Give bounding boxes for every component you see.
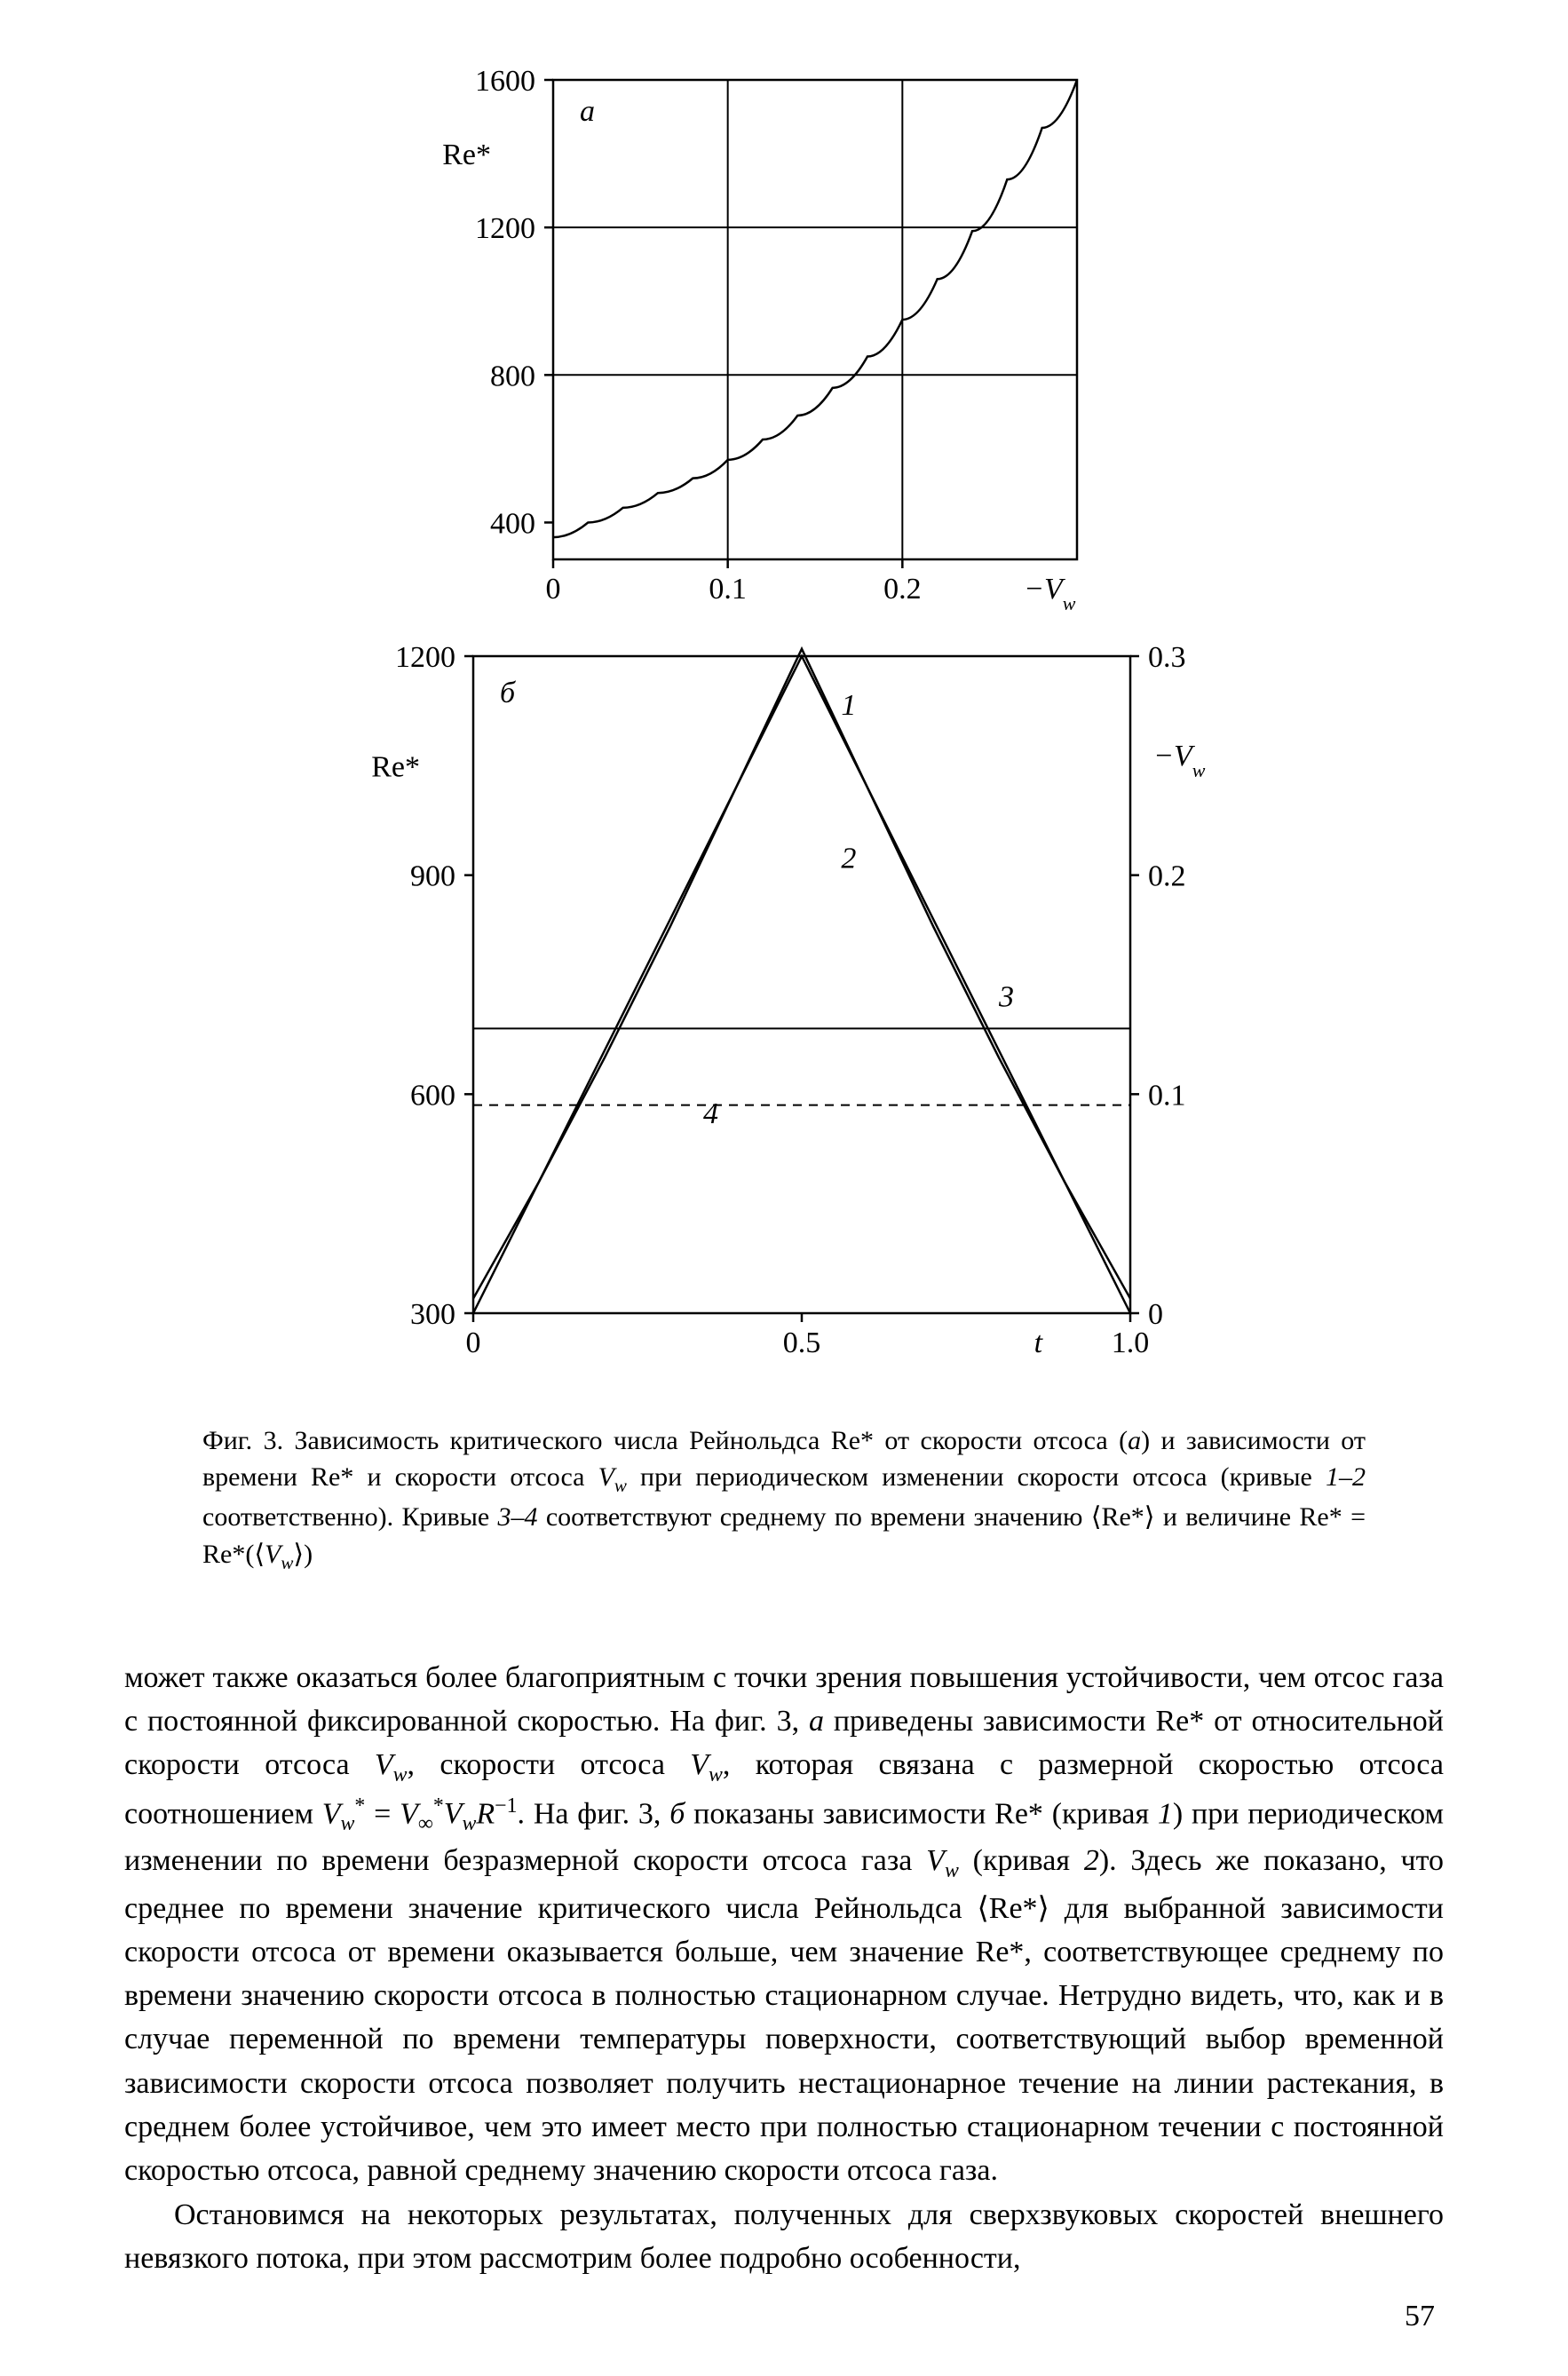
- svg-text:300: 300: [410, 1298, 455, 1331]
- svg-text:0: 0: [546, 573, 561, 606]
- svg-text:Re*: Re*: [371, 750, 420, 783]
- svg-text:0.2: 0.2: [883, 573, 921, 606]
- chart-a: 0 0.1 0.2 400 800 1200 1600 Re* −Vw а: [384, 62, 1184, 626]
- svg-text:0.2: 0.2: [1148, 860, 1186, 893]
- svg-text:2: 2: [841, 842, 856, 875]
- svg-text:0.1: 0.1: [709, 573, 747, 606]
- figure-caption: Фиг. 3. Зависимость критического числа Р…: [202, 1422, 1366, 1576]
- svg-text:0.1: 0.1: [1148, 1079, 1186, 1112]
- paragraph-1: может также оказаться более благоприятны…: [124, 1656, 1444, 2193]
- caption-prefix: Фиг. 3.: [202, 1426, 283, 1455]
- chart-b: 0 0.5 1.0 300 600 900 1200 0 0.1 0.2 0.3 Re* −Vw t б 1 2…: [322, 638, 1246, 1380]
- svg-text:1: 1: [841, 689, 856, 722]
- svg-text:0: 0: [1148, 1298, 1163, 1331]
- svg-text:0.5: 0.5: [783, 1327, 821, 1359]
- svg-text:Re*: Re*: [442, 139, 491, 171]
- svg-text:800: 800: [490, 360, 535, 392]
- paragraph-2: Остановимся на некоторых результатах, по…: [124, 2193, 1444, 2281]
- body-text: может также оказаться более благоприятны…: [124, 1656, 1444, 2280]
- svg-text:0: 0: [466, 1327, 481, 1359]
- svg-text:−Vw: −Vw: [1153, 740, 1206, 781]
- caption-body: Зависимость критического числа Рейнольдс…: [202, 1426, 1366, 1569]
- svg-text:3: 3: [998, 981, 1014, 1014]
- svg-text:1200: 1200: [475, 212, 535, 245]
- page-number: 57: [1405, 2300, 1435, 2333]
- svg-text:а: а: [580, 95, 595, 128]
- svg-text:400: 400: [490, 507, 535, 540]
- svg-text:600: 600: [410, 1079, 455, 1112]
- svg-text:1.0: 1.0: [1112, 1327, 1150, 1359]
- svg-text:t: t: [1034, 1327, 1044, 1359]
- svg-text:0.3: 0.3: [1148, 641, 1186, 674]
- svg-text:900: 900: [410, 860, 455, 893]
- svg-text:1200: 1200: [395, 641, 455, 674]
- svg-text:б: б: [500, 677, 517, 709]
- svg-text:4: 4: [703, 1097, 718, 1130]
- svg-text:−Vw: −Vw: [1024, 573, 1076, 614]
- svg-text:1600: 1600: [475, 65, 535, 98]
